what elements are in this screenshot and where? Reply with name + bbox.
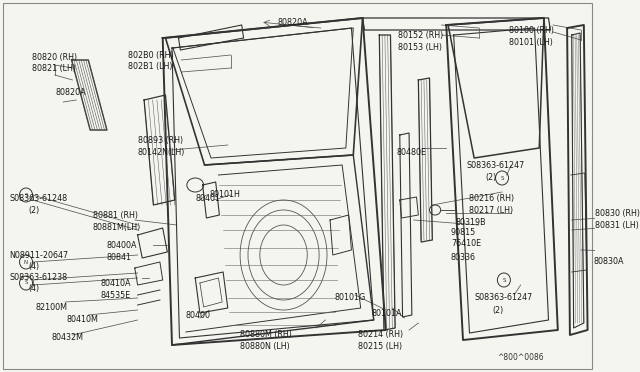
Text: 80101A: 80101A (372, 308, 403, 317)
Text: S08363-61238: S08363-61238 (10, 273, 67, 282)
Text: 80215 (LH): 80215 (LH) (358, 343, 402, 352)
Text: 80881 (RH): 80881 (RH) (93, 211, 138, 219)
Text: 80820A: 80820A (277, 17, 308, 26)
Text: 80831 (LH): 80831 (LH) (595, 221, 639, 230)
Text: S08363-61248: S08363-61248 (10, 193, 67, 202)
Text: 80217 (LH): 80217 (LH) (468, 205, 513, 215)
Text: S08363-61247: S08363-61247 (474, 294, 532, 302)
Text: 82100M: 82100M (35, 304, 67, 312)
Text: 80214 (RH): 80214 (RH) (358, 330, 403, 340)
Text: 80101G: 80101G (335, 294, 366, 302)
Text: 80101 (LH): 80101 (LH) (509, 38, 554, 46)
Text: 80336: 80336 (451, 253, 476, 262)
Text: 80101H: 80101H (209, 189, 240, 199)
Text: 80432M: 80432M (51, 334, 83, 343)
Text: (4): (4) (28, 285, 39, 294)
Text: 80881M(LH): 80881M(LH) (93, 222, 141, 231)
Text: 80319B: 80319B (456, 218, 486, 227)
Text: (2): (2) (493, 305, 504, 314)
Text: 80841: 80841 (107, 253, 132, 262)
Text: ^800^0086: ^800^0086 (497, 353, 544, 362)
Text: (4): (4) (28, 263, 39, 272)
Text: 80820 (RH): 80820 (RH) (31, 52, 77, 61)
Text: 80480E: 80480E (397, 148, 427, 157)
Text: 84535E: 84535E (100, 292, 131, 301)
Text: (2): (2) (485, 173, 497, 182)
Text: N08911-20647: N08911-20647 (10, 250, 68, 260)
Text: S: S (24, 192, 28, 198)
Text: 80830A: 80830A (593, 257, 623, 266)
Text: 80153 (LH): 80153 (LH) (398, 42, 442, 51)
Text: S08363-61247: S08363-61247 (467, 160, 525, 170)
Text: 80410M: 80410M (67, 315, 99, 324)
Text: 80880N (LH): 80880N (LH) (240, 343, 290, 352)
Text: 76410E: 76410E (451, 240, 481, 248)
Text: 80400: 80400 (186, 311, 211, 320)
Text: 80821 (LH): 80821 (LH) (31, 64, 76, 73)
Text: 80152 (RH): 80152 (RH) (398, 31, 443, 39)
Text: 80401: 80401 (195, 193, 220, 202)
Text: 80142N(LH): 80142N(LH) (138, 148, 185, 157)
Text: (2): (2) (28, 205, 39, 215)
Text: 90815: 90815 (451, 228, 476, 237)
Text: 80893 (RH): 80893 (RH) (138, 135, 182, 144)
Text: 80216 (RH): 80216 (RH) (468, 193, 514, 202)
Text: 802B1 (LH): 802B1 (LH) (128, 61, 173, 71)
Text: 80410A: 80410A (100, 279, 131, 289)
Text: 80100 (RH): 80100 (RH) (509, 26, 554, 35)
Text: 80820A: 80820A (56, 87, 86, 96)
Text: S: S (502, 278, 506, 282)
Text: S: S (500, 176, 504, 180)
Text: 802B0 (RH): 802B0 (RH) (128, 51, 174, 60)
Text: S: S (24, 280, 28, 285)
Text: 80880M (RH): 80880M (RH) (240, 330, 292, 340)
Text: N: N (24, 260, 28, 264)
Text: 80830 (RH): 80830 (RH) (595, 208, 640, 218)
Text: 80400A: 80400A (107, 241, 138, 250)
